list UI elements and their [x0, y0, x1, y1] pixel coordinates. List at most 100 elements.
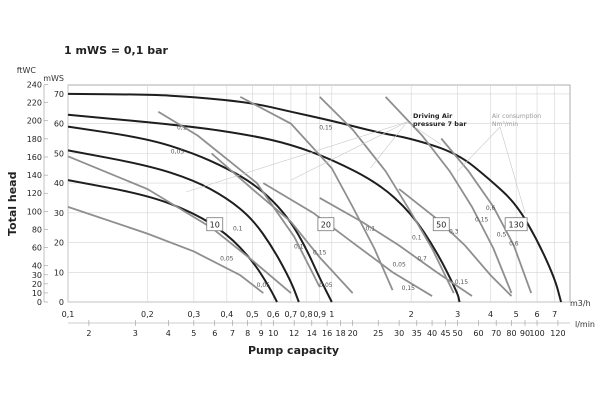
air-consumption-label: 0,3 — [449, 229, 459, 236]
ftwc-unit-label: ftWC — [17, 66, 37, 75]
pump-size-box — [504, 217, 528, 232]
x-tick-label-m3h: 0,9 — [313, 310, 326, 319]
mws-unit-label: mWS — [43, 74, 64, 83]
y-tick-label-ftwc: 20 — [32, 280, 42, 289]
x-tick-label-m3h: 0,7 — [285, 310, 298, 319]
x-tick-label-m3h: 5 — [514, 310, 519, 319]
pump-curve-1 — [67, 179, 278, 303]
air-consumption-label: 0,6 — [509, 241, 519, 248]
y-tick-label-mws: 20 — [54, 239, 64, 248]
y-tick-label-mws: 70 — [54, 90, 64, 99]
x-tick-label-lmin: 30 — [394, 329, 404, 338]
x-tick-label-lmin: 6 — [212, 329, 217, 338]
air-consumption-label: 0,05 — [392, 261, 406, 268]
air-consumption-label: 0,5 — [497, 232, 507, 239]
pump-size-box — [206, 217, 224, 232]
x-tick-label-lmin: 70 — [491, 329, 501, 338]
pump-size-label: 50 — [436, 221, 446, 230]
air-consumption-label: 0,15 — [455, 279, 469, 286]
y-tick-label-ftwc: 40 — [32, 262, 42, 271]
air-consumption-line — [210, 152, 354, 294]
x-tick-label-lmin: 4 — [166, 329, 171, 338]
x-tick-label-lmin: 14 — [307, 329, 317, 338]
x-tick-label-m3h: 0,8 — [300, 310, 313, 319]
x-tick-label-lmin: 5 — [191, 329, 196, 338]
y-tick-label-ftwc: 140 — [27, 171, 42, 180]
x-tick-label-m3h: 7 — [552, 310, 557, 319]
air-consumption-label: 0,6 — [486, 205, 496, 212]
x-tick-label-m3h: 0,4 — [220, 310, 233, 319]
x-tick-label-m3h: 4 — [488, 310, 493, 319]
y-tick-label-mws: 60 — [54, 120, 64, 129]
air-consumption-label: 0,15 — [313, 249, 327, 256]
air-consumption-label: 0,1 — [366, 226, 376, 233]
pump-size-label: 10 — [210, 221, 220, 230]
annotation-pointer — [457, 126, 501, 172]
annotation-pointer — [406, 121, 442, 145]
air-consumption-label: 0,05 — [171, 148, 185, 155]
x-tick-label-lmin: 10 — [268, 329, 278, 338]
annotation-pointer — [290, 121, 408, 181]
air-consumption-label: 0,1 — [177, 125, 187, 132]
air-consumption-line — [239, 96, 394, 291]
x-tick-label-lmin: 7 — [230, 329, 235, 338]
lmin-unit-label: l/min — [575, 320, 595, 329]
x-tick-label-lmin: 90 — [520, 329, 530, 338]
x-tick-label-lmin: 3 — [133, 329, 138, 338]
air-consumption-line — [157, 110, 321, 288]
y-tick-label-ftwc: 160 — [27, 153, 42, 162]
y-tick-label-ftwc: 0 — [37, 298, 42, 307]
air-consumption-line — [319, 197, 473, 297]
air-consumption-label: 0,15 — [319, 125, 333, 132]
y-tick-label-mws: 40 — [54, 179, 64, 188]
x-tick-label-lmin: 50 — [453, 329, 463, 338]
x-tick-label-lmin: 80 — [506, 329, 516, 338]
annotation-pointer — [499, 126, 526, 213]
x-tick-label-m3h: 3 — [455, 310, 460, 319]
x-tick-label-m3h: 1 — [329, 310, 334, 319]
x-tick-label-m3h: 2 — [409, 310, 414, 319]
y-tick-label-ftwc: 120 — [27, 189, 42, 198]
air-consumption-label: 0,1 — [412, 235, 422, 242]
pump-curve-4 — [67, 113, 461, 303]
air-consumption-label: 0,05 — [257, 282, 271, 289]
x-tick-label-lmin: 9 — [259, 329, 264, 338]
y-tick-label-mws: 50 — [54, 149, 64, 158]
x-tick-label-lmin: 60 — [473, 329, 483, 338]
pump-curve-5 — [67, 92, 563, 303]
x-tick-label-lmin: 2 — [86, 329, 91, 338]
air-consumption-label: 0,7 — [417, 255, 427, 262]
y-tick-label-ftwc: 240 — [27, 80, 42, 89]
x-tick-label-lmin: 35 — [412, 329, 422, 338]
m3h-unit-label: m3/h — [570, 299, 591, 308]
air-consumption-line — [440, 137, 533, 294]
x-tick-label-m3h: 0,5 — [246, 310, 259, 319]
pump-curve-2 — [67, 149, 300, 303]
y-tick-label-ftwc: 10 — [32, 289, 42, 298]
air-consumption-line — [384, 96, 513, 294]
y-tick-label-ftwc: 80 — [32, 225, 42, 234]
x-tick-label-m3h: 0,1 — [62, 310, 75, 319]
pump-size-label: 20 — [321, 221, 331, 230]
x-tick-label-lmin: 40 — [427, 329, 437, 338]
y-tick-label-mws: 30 — [54, 209, 64, 218]
y-tick-label-mws: 0 — [59, 298, 64, 307]
x-tick-label-m3h: 0,6 — [267, 310, 280, 319]
air-consumption-label: 0,1 — [294, 243, 304, 250]
y-tick-label-mws: 10 — [54, 268, 64, 277]
x-tick-label-lmin: 8 — [245, 329, 250, 338]
x-tick-label-lmin: 25 — [373, 329, 383, 338]
y-tick-label-ftwc: 220 — [27, 99, 42, 108]
chart-title: 1 mWS = 0,1 bar — [64, 44, 168, 57]
pump-curve-3 — [67, 125, 333, 303]
air-consumption-annotation: Nm³/min — [492, 121, 518, 128]
y-tick-label-ftwc: 100 — [27, 207, 42, 216]
annotation-pointer — [370, 121, 408, 169]
x-tick-label-lmin: 16 — [322, 329, 332, 338]
air-consumption-annotation: Air consumption — [492, 113, 541, 120]
pump-size-box — [432, 217, 450, 232]
x-tick-label-lmin: 100 — [529, 329, 544, 338]
air-consumption-label: 0,05 — [319, 282, 333, 289]
driving-air-annotation: Driving Air — [413, 112, 453, 120]
